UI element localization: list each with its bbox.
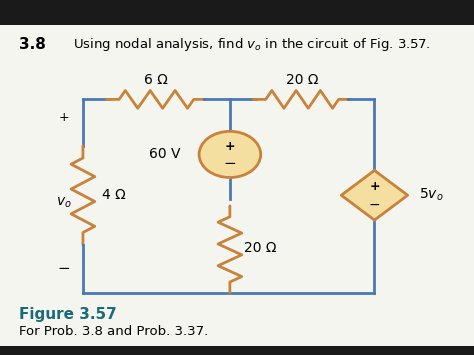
FancyBboxPatch shape xyxy=(0,0,474,25)
Text: +: + xyxy=(225,140,235,153)
Text: 3.8: 3.8 xyxy=(19,37,46,52)
Text: 6 Ω: 6 Ω xyxy=(145,73,168,87)
Text: 5$v_o$: 5$v_o$ xyxy=(419,187,444,203)
Text: +: + xyxy=(369,180,380,193)
Text: 60 V: 60 V xyxy=(149,147,180,162)
Polygon shape xyxy=(341,170,408,220)
FancyBboxPatch shape xyxy=(0,346,474,355)
Text: −: − xyxy=(369,198,380,212)
Text: −: − xyxy=(58,261,70,275)
Text: For Prob. 3.8 and Prob. 3.37.: For Prob. 3.8 and Prob. 3.37. xyxy=(19,326,208,338)
Text: 4 Ω: 4 Ω xyxy=(102,188,126,202)
Text: 20 Ω: 20 Ω xyxy=(286,73,319,87)
Text: $v_o$: $v_o$ xyxy=(56,196,72,211)
Text: −: − xyxy=(224,156,236,171)
Text: Using nodal analysis, find $v_o$ in the circuit of Fig. 3.57.: Using nodal analysis, find $v_o$ in the … xyxy=(73,36,431,53)
Text: +: + xyxy=(59,111,69,124)
Circle shape xyxy=(199,131,261,178)
Text: 20 Ω: 20 Ω xyxy=(244,241,277,255)
Text: Figure 3.57: Figure 3.57 xyxy=(19,307,117,322)
